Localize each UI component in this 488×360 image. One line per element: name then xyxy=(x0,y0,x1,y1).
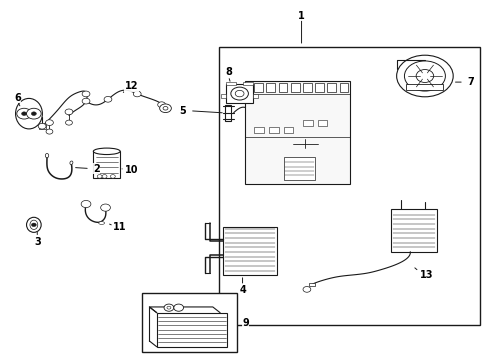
Circle shape xyxy=(97,175,102,178)
Bar xyxy=(221,94,225,98)
Circle shape xyxy=(65,109,73,115)
Bar xyxy=(266,83,275,92)
Bar xyxy=(252,94,257,98)
Text: 3: 3 xyxy=(34,237,41,247)
Text: 7: 7 xyxy=(467,77,474,87)
Text: 8: 8 xyxy=(224,67,231,77)
Bar xyxy=(223,226,276,275)
Circle shape xyxy=(163,304,173,311)
Text: 5: 5 xyxy=(179,106,185,116)
Circle shape xyxy=(104,96,112,102)
Bar xyxy=(309,283,315,286)
Bar xyxy=(219,47,479,325)
Text: 11: 11 xyxy=(113,222,127,232)
Circle shape xyxy=(159,104,171,113)
Circle shape xyxy=(303,287,310,292)
Ellipse shape xyxy=(30,220,38,229)
Bar xyxy=(243,82,252,85)
Bar xyxy=(339,83,347,92)
Bar xyxy=(254,83,263,92)
Circle shape xyxy=(235,90,244,97)
Circle shape xyxy=(82,91,90,97)
Circle shape xyxy=(26,108,41,119)
Bar xyxy=(315,83,324,92)
Ellipse shape xyxy=(99,222,104,225)
Bar xyxy=(303,120,312,126)
Circle shape xyxy=(65,120,72,125)
Bar xyxy=(303,83,311,92)
Circle shape xyxy=(31,112,36,116)
Circle shape xyxy=(31,223,36,226)
Circle shape xyxy=(230,87,248,100)
Bar xyxy=(406,84,442,90)
Circle shape xyxy=(173,304,183,311)
Ellipse shape xyxy=(26,217,41,232)
Bar xyxy=(278,83,287,92)
Text: 1: 1 xyxy=(298,11,305,21)
Bar xyxy=(142,293,237,352)
Bar xyxy=(283,127,293,134)
Bar xyxy=(39,126,45,129)
Text: 6: 6 xyxy=(14,93,20,103)
Circle shape xyxy=(163,107,167,110)
Circle shape xyxy=(21,112,26,116)
Ellipse shape xyxy=(45,153,49,158)
Text: 13: 13 xyxy=(419,270,432,280)
Bar xyxy=(254,127,264,134)
Circle shape xyxy=(45,120,53,126)
Circle shape xyxy=(415,69,433,82)
Circle shape xyxy=(101,204,110,211)
Circle shape xyxy=(404,61,445,91)
Circle shape xyxy=(396,55,452,97)
Circle shape xyxy=(38,123,46,129)
Ellipse shape xyxy=(16,98,42,129)
Bar xyxy=(283,157,315,180)
Circle shape xyxy=(102,175,107,178)
Circle shape xyxy=(81,201,91,208)
Ellipse shape xyxy=(70,161,73,165)
Circle shape xyxy=(46,129,53,134)
Bar xyxy=(390,209,436,252)
Text: 10: 10 xyxy=(124,165,138,175)
Ellipse shape xyxy=(93,148,120,154)
Bar xyxy=(225,84,252,103)
Bar xyxy=(224,105,230,121)
Bar xyxy=(290,83,299,92)
Bar xyxy=(268,127,278,134)
Bar xyxy=(225,82,235,85)
Bar xyxy=(317,120,327,126)
Bar xyxy=(93,151,120,178)
Circle shape xyxy=(82,98,90,104)
Text: 2: 2 xyxy=(93,163,100,174)
Bar xyxy=(245,81,349,184)
Circle shape xyxy=(158,102,165,108)
Bar xyxy=(157,313,227,347)
Circle shape xyxy=(110,175,115,178)
Text: 12: 12 xyxy=(124,81,138,91)
Text: 9: 9 xyxy=(242,319,248,328)
Circle shape xyxy=(133,91,141,97)
Text: 4: 4 xyxy=(239,285,245,296)
Circle shape xyxy=(17,108,31,119)
Bar xyxy=(327,83,335,92)
Circle shape xyxy=(166,306,170,309)
